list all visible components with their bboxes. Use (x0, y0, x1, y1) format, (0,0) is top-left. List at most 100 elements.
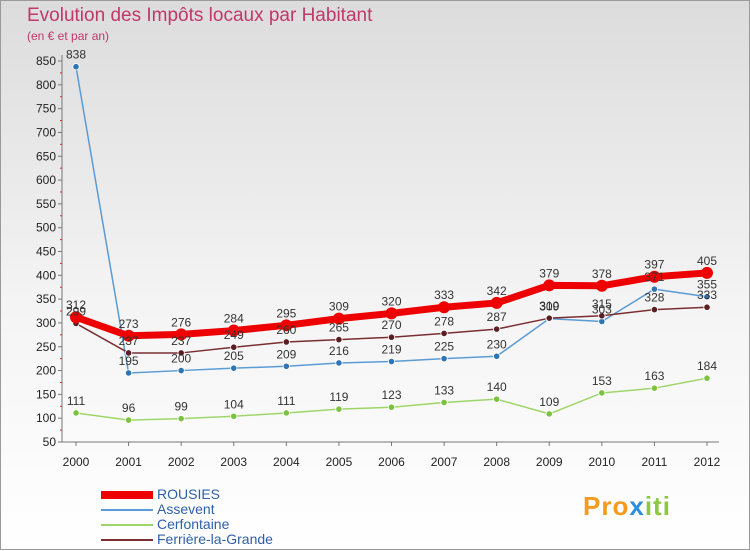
data-label-cerfontaine-2010: 153 (592, 374, 612, 388)
data-label-assevent-2012: 355 (697, 278, 717, 292)
data-point-rousies-2000 (70, 311, 82, 324)
data-label-cerfontaine-2012: 184 (697, 359, 717, 373)
legend-swatch-rousies (101, 490, 153, 499)
data-point-cerfontaine-2008 (493, 395, 501, 403)
data-label-rousies-2009: 379 (539, 266, 559, 280)
data-point-cerfontaine-2007 (440, 398, 448, 407)
chart-title: Evolution des Impôts locaux par Habitant (27, 5, 373, 26)
y-tick-label-250: 250 (36, 340, 56, 354)
legend-swatch-ferriere (101, 538, 153, 541)
data-label-cerfontaine-2008: 140 (487, 380, 507, 394)
data-point-rousies-2003 (227, 324, 240, 337)
data-point-ferri-re-la-grande-2003 (230, 343, 238, 351)
y-tick-label-200: 200 (36, 364, 56, 378)
data-label-assevent-2010: 303 (592, 303, 612, 317)
data-label-assevent-2002: 200 (171, 352, 191, 366)
y-tick-label-50: 50 (43, 435, 57, 449)
data-point-assevent-2004 (282, 362, 290, 370)
data-point-ferri-re-la-grande-2011 (650, 306, 659, 314)
data-label-assevent-2009: 309 (539, 300, 559, 314)
data-point-rousies-2012 (701, 266, 713, 279)
data-label-rousies-2008: 342 (487, 284, 507, 298)
data-label-rousies-2007: 333 (434, 288, 454, 302)
data-point-rousies-2006 (385, 307, 398, 320)
y-tick-label-800: 800 (36, 78, 56, 92)
legend-label-cerfontaine: Cerfontaine (157, 516, 230, 532)
y-tick-label-450: 450 (36, 245, 56, 259)
legend: ROUSIES Assevent Cerfontaine Ferrière-la… (101, 487, 273, 547)
legend-item-rousies: ROUSIES (101, 487, 273, 502)
data-label-rousies-2010: 378 (592, 267, 612, 281)
x-tick-label-2002: 2002 (168, 455, 195, 469)
y-tick-label-300: 300 (36, 316, 56, 330)
data-label-cerfontaine-2002: 99 (174, 400, 188, 414)
data-label-assevent-2003: 205 (224, 349, 244, 363)
x-tick-label-2010: 2010 (588, 455, 615, 469)
data-point-rousies-2005 (332, 312, 345, 325)
data-point-rousies-2004 (280, 319, 293, 332)
data-point-assevent-2003 (230, 364, 238, 372)
data-point-rousies-2002 (175, 328, 188, 341)
data-point-assevent-2000 (72, 63, 80, 71)
data-point-cerfontaine-2010 (598, 389, 606, 397)
x-tick-label-2005: 2005 (326, 455, 353, 469)
logo-part-3: iti (644, 491, 671, 521)
data-point-ferri-re-la-grande-2006 (387, 333, 396, 341)
data-label-rousies-2006: 320 (381, 294, 401, 308)
data-label-ferri-re-la-grande-2003: 249 (224, 328, 244, 342)
data-point-rousies-2007 (438, 301, 451, 314)
x-tick-label-2000: 2000 (63, 455, 90, 469)
y-tick-label-750: 750 (36, 102, 56, 116)
legend-label-rousies: ROUSIES (157, 486, 221, 502)
data-point-rousies-2001 (122, 329, 135, 342)
data-label-rousies-2001: 273 (119, 317, 139, 331)
legend-label-ferriere: Ferrière-la-Grande (157, 531, 273, 547)
data-label-ferri-re-la-grande-2010: 315 (592, 297, 612, 311)
y-tick-label-550: 550 (36, 197, 56, 211)
data-point-cerfontaine-2011 (650, 384, 659, 392)
data-point-assevent-2001 (124, 369, 133, 377)
x-tick-label-2009: 2009 (536, 455, 563, 469)
x-tick-label-2008: 2008 (483, 455, 510, 469)
data-point-cerfontaine-2012 (703, 374, 711, 382)
logo-part-2: x (629, 491, 645, 521)
data-point-rousies-2009 (543, 279, 556, 292)
data-label-cerfontaine-2005: 119 (329, 390, 348, 404)
data-point-assevent-2012 (703, 293, 711, 301)
data-label-cerfontaine-2007: 133 (434, 383, 454, 397)
data-point-ferri-re-la-grande-2008 (493, 325, 501, 333)
data-label-rousies-2005: 309 (329, 300, 349, 314)
x-tick-label-2007: 2007 (431, 455, 458, 469)
data-point-ferri-re-la-grande-2005 (335, 336, 343, 344)
data-label-rousies-2002: 276 (171, 315, 191, 329)
legend-swatch-cerfontaine (101, 523, 153, 526)
data-point-ferri-re-la-grande-2012 (703, 303, 711, 311)
data-label-assevent-2004: 209 (276, 347, 296, 361)
data-label-rousies-2004: 295 (276, 306, 296, 320)
data-label-assevent-2011: 371 (644, 270, 664, 284)
y-tick-label-500: 500 (36, 221, 56, 235)
data-label-cerfontaine-2001: 96 (122, 401, 136, 415)
legend-item-cerfontaine: Cerfontaine (101, 517, 273, 532)
data-label-ferri-re-la-grande-2001: 237 (119, 334, 139, 348)
data-label-ferri-re-la-grande-2012: 333 (697, 288, 717, 302)
x-tick-label-2003: 2003 (220, 455, 247, 469)
series-lines (72, 65, 711, 421)
data-label-rousies-2000: 312 (66, 298, 86, 312)
data-label-assevent-2000: 838 (66, 48, 86, 62)
data-label-cerfontaine-2006: 123 (381, 388, 401, 402)
data-point-cerfontaine-2000 (72, 409, 80, 417)
x-tick-label-2012: 2012 (694, 455, 721, 469)
chart-subtitle: (en € et par an) (27, 29, 110, 43)
data-label-rousies-2012: 405 (697, 254, 717, 268)
data-point-cerfontaine-2003 (230, 412, 238, 420)
data-label-assevent-2007: 225 (434, 340, 454, 354)
data-label-ferri-re-la-grande-2011: 328 (644, 291, 664, 305)
data-point-cerfontaine-2001 (124, 416, 133, 424)
data-label-ferri-re-la-grande-2005: 265 (329, 321, 349, 335)
data-label-assevent-2005: 216 (329, 344, 349, 358)
data-label-assevent-2006: 219 (381, 343, 401, 357)
y-tick-label-100: 100 (36, 411, 56, 425)
